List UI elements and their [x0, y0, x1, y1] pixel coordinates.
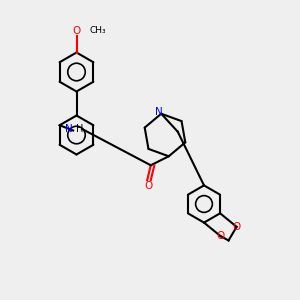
Text: O: O [72, 26, 81, 36]
Text: H: H [76, 124, 83, 134]
Text: O: O [216, 231, 225, 241]
Text: CH₃: CH₃ [90, 26, 106, 35]
Text: N: N [65, 124, 73, 134]
Text: O: O [145, 181, 153, 191]
Text: N: N [155, 107, 163, 117]
Text: O: O [232, 222, 241, 232]
